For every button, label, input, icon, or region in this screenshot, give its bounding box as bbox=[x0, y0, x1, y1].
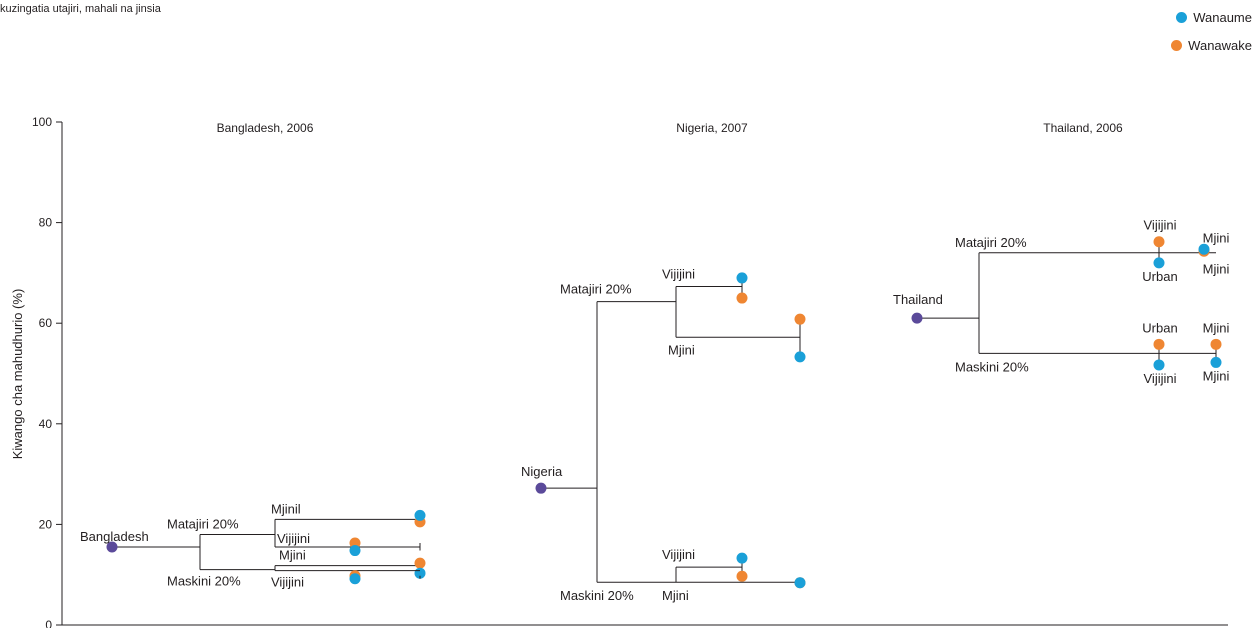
legend-dot-wanaume bbox=[1176, 12, 1188, 23]
panel-1-group-1-branch-2-label: Vijijini bbox=[277, 531, 310, 546]
y-tick-label-20: 20 bbox=[39, 517, 53, 531]
panel-3-group-2-sub-2-wanawake-point bbox=[1210, 338, 1222, 350]
panel-2-group-1-branch-1-wanawake-point bbox=[736, 292, 748, 304]
chart-subtitle: kuzingatia utajiri, mahali na jinsia bbox=[0, 3, 161, 15]
panel-2-group-2-branch-2-wanaume-point bbox=[794, 577, 806, 589]
panel-3-group-2-sub-1-label-bottom: Vijijini bbox=[1144, 371, 1177, 386]
panel-2-country-point bbox=[535, 482, 547, 494]
panel-2-group-2-branch-2-label: Mjini bbox=[662, 588, 689, 603]
panel-2-group-2-branch-1-label: Vijijini bbox=[662, 547, 695, 562]
panel-1-group-2-branch-2-label: Vijijini bbox=[271, 575, 304, 590]
y-tick-label-40: 40 bbox=[39, 417, 53, 431]
panel-1-group-2-branch-2-wanaume-point bbox=[349, 573, 361, 585]
legend-label-wanawake: Wanawake bbox=[1188, 38, 1252, 53]
panel-2-group-1-branch-2-wanawake-point bbox=[794, 313, 806, 325]
panel-1-group-2-branch-1-label: Mjini bbox=[279, 548, 306, 563]
panel-3-country-point bbox=[911, 312, 923, 324]
panel-2-group-1-branch-2-wanaume-point bbox=[794, 351, 806, 363]
panel-3-country-label: Thailand bbox=[893, 292, 943, 307]
legend-dot-wanawake bbox=[1171, 40, 1183, 51]
panel-2-group-1-branch-1-label: Vijijini bbox=[662, 266, 695, 281]
panel-1-group-1-branch-1-wanaume-point bbox=[414, 509, 426, 521]
y-tick-label-60: 60 bbox=[39, 316, 53, 330]
panel-3-group-1-label: Matajiri 20% bbox=[955, 235, 1027, 250]
panel-3-group-1-sub-2-label-bottom: Mjini bbox=[1203, 261, 1230, 276]
panel-1-group-1-branch-2-wanawake-point bbox=[349, 537, 361, 549]
panel-3-group-1-sub-1-label-bottom: Urban bbox=[1142, 269, 1177, 284]
panel-3-group-2-sub-2-wanaume-point bbox=[1210, 356, 1222, 368]
panel-1-group-2-branch-1-wanawake-point bbox=[414, 557, 426, 569]
panel-2-title: Nigeria, 2007 bbox=[676, 121, 748, 135]
panel-1-country-label: Bangladesh bbox=[80, 529, 149, 544]
y-tick-label-100: 100 bbox=[32, 115, 52, 129]
panel-1-title: Bangladesh, 2006 bbox=[217, 121, 314, 135]
panel-2-group-1-branch-2-label: Mjini bbox=[668, 342, 695, 357]
legend-item-wanawake: Wanawake bbox=[1171, 38, 1252, 53]
panel-3-group-2-label: Maskini 20% bbox=[955, 359, 1029, 374]
panel-3-group-2-sub-1-wanaume-point bbox=[1153, 359, 1165, 371]
panel-2-group-2-branch-1-wanaume-point bbox=[736, 552, 748, 564]
panel-2-group-2-label: Maskini 20% bbox=[560, 588, 634, 603]
legend-item-wanaume: Wanaume bbox=[1176, 10, 1252, 25]
y-tick-label-80: 80 bbox=[39, 216, 53, 230]
y-tick-label-0: 0 bbox=[45, 618, 52, 628]
panel-3-group-2-sub-2-label-bottom: Mjini bbox=[1203, 368, 1230, 383]
panel-3-group-2-sub-2-label-top: Mjini bbox=[1203, 320, 1230, 335]
panel-1-group-1-branch-1-label: Mjinil bbox=[271, 501, 301, 516]
panel-3-group-1-sub-1-wanawake-point bbox=[1153, 236, 1165, 248]
panel-2-group-2-branch-1-wanawake-point bbox=[736, 570, 748, 582]
panel-3-group-1-sub-2-wanaume-point bbox=[1198, 243, 1210, 255]
panel-1-group-1-branch-2-wanaume-point bbox=[349, 545, 361, 557]
panel-2-group-1-branch-1-wanaume-point bbox=[736, 272, 748, 284]
legend-label-wanaume: Wanaume bbox=[1193, 10, 1252, 25]
panel-3-group-1-sub-1-wanaume-point bbox=[1153, 257, 1165, 269]
panel-1-country-point bbox=[106, 541, 118, 553]
panel-3-group-1-sub-2-label-top: Mjini bbox=[1203, 230, 1230, 245]
panel-1-group-2-label: Maskini 20% bbox=[167, 574, 241, 589]
panel-3-title: Thailand, 2006 bbox=[1043, 121, 1123, 135]
panel-2-country-label: Nigeria bbox=[521, 464, 563, 479]
panel-3-group-2-sub-1-label-top: Urban bbox=[1142, 320, 1177, 335]
panel-3-group-2-sub-1-wanawake-point bbox=[1153, 338, 1165, 350]
panel-1-group-1-label: Matajiri 20% bbox=[167, 516, 239, 531]
panel-2-group-1-label: Matajiri 20% bbox=[560, 282, 632, 297]
panel-3-group-1-sub-1-label-top: Vijijini bbox=[1144, 218, 1177, 233]
y-axis-label: Kiwango cha mahudhurio (%) bbox=[10, 289, 25, 460]
